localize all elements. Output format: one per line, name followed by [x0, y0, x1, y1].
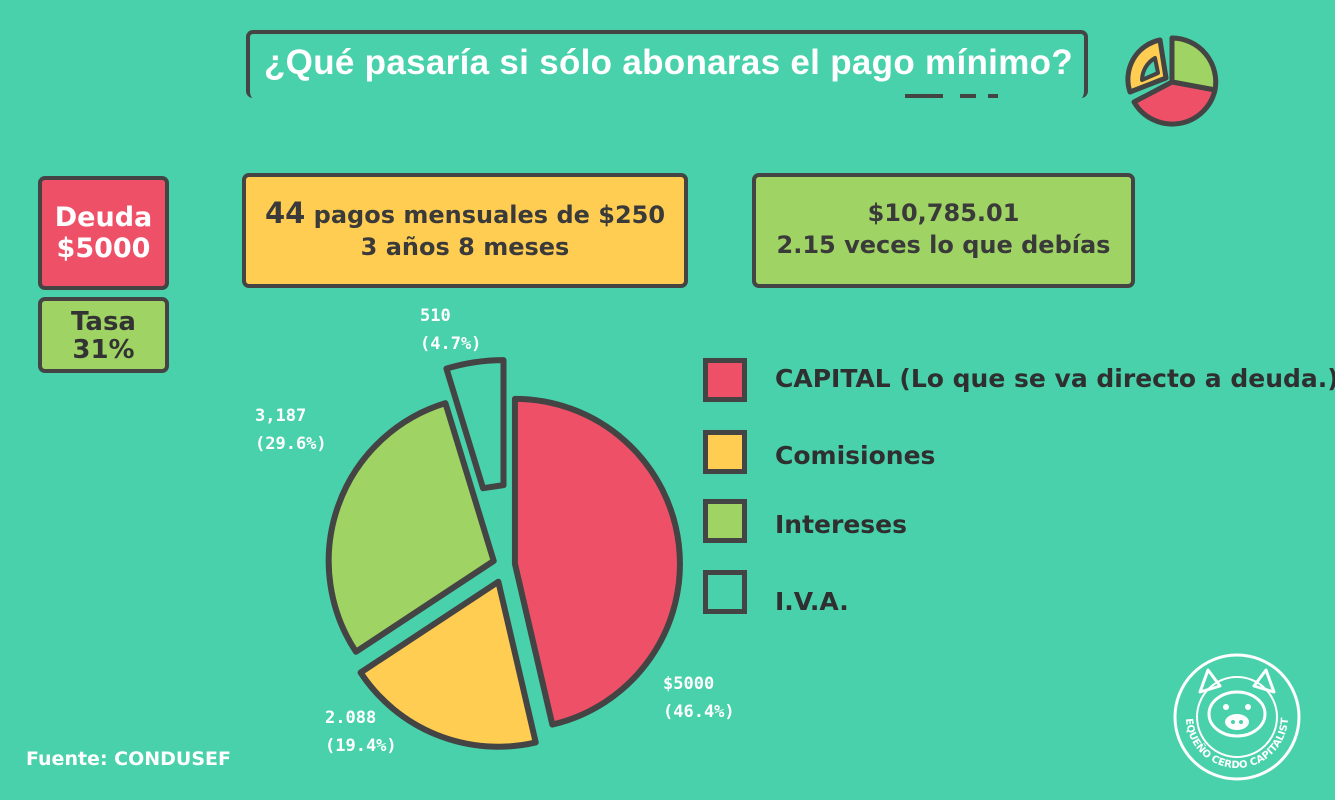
- pie-label-capital: $5000 (46.4%): [663, 670, 735, 726]
- slice-percent-label: (29.6%): [255, 434, 327, 454]
- pig-logo-icon: PEQUEÑO CERDO CAPITALISTA: [1168, 644, 1301, 781]
- legend-label-comisiones: Comisiones: [775, 441, 936, 470]
- total-ratio: 2.15 veces lo que debías: [776, 231, 1111, 259]
- payments-description: pagos mensuales de $250: [313, 201, 666, 229]
- pie-slice-intereses: [325, 400, 497, 655]
- title-dash: [960, 94, 976, 98]
- slice-value-label: $5000: [663, 674, 715, 694]
- legend-label-capital: CAPITAL (Lo que se va directo a deuda.): [775, 364, 1335, 393]
- slice-value-label: 510: [420, 306, 451, 326]
- legend-label-iva: I.V.A.: [775, 587, 849, 616]
- debt-label: Deuda: [54, 202, 153, 233]
- legend-swatch-intereses: [703, 499, 747, 543]
- rate-value: 31%: [72, 335, 135, 365]
- pie-label-iva: 510 (4.7%): [420, 302, 481, 358]
- legend-swatch-iva: [703, 570, 747, 614]
- slice-percent-label: (46.4%): [663, 702, 735, 722]
- total-amount: $10,785.01: [867, 199, 1020, 227]
- legend-label-intereses: Intereses: [775, 510, 908, 539]
- pie-label-comisiones: 2.088 (19.4%): [325, 704, 397, 760]
- pie-label-intereses: 3,187 (29.6%): [255, 402, 327, 458]
- source-note: Fuente: CONDUSEF: [26, 748, 231, 770]
- title-dash: [988, 94, 998, 98]
- pie-slice-iva: [443, 357, 507, 492]
- total-box: $10,785.01 2.15 veces lo que debías: [752, 173, 1135, 288]
- debt-box: Deuda $5000: [38, 176, 169, 290]
- debt-value: $5000: [56, 233, 151, 264]
- rate-label: Tasa: [71, 307, 136, 337]
- pie-slice-comisiones: [357, 578, 539, 750]
- pie-slice-capital: [511, 395, 683, 728]
- legend-swatch-capital: [703, 358, 747, 402]
- pie-chart-icon: [1125, 35, 1219, 127]
- payments-box: 44 pagos mensuales de $250 3 años 8 mese…: [242, 173, 688, 288]
- title-frame: [246, 30, 1088, 98]
- slice-value-label: 3,187: [255, 406, 307, 426]
- rate-box: Tasa 31%: [38, 297, 169, 373]
- slice-value-label: 2.088: [325, 708, 377, 728]
- slice-percent-label: (4.7%): [420, 334, 482, 354]
- slice-percent-label: (19.4%): [325, 736, 397, 756]
- title-dash: [905, 94, 943, 98]
- payments-count: 44: [264, 196, 306, 230]
- legend-swatch-comisiones: [703, 430, 747, 474]
- payments-duration: 3 años 8 meses: [360, 233, 570, 261]
- page-title: ¿Qué pasaría si sólo abonaras el pago mí…: [264, 43, 1073, 82]
